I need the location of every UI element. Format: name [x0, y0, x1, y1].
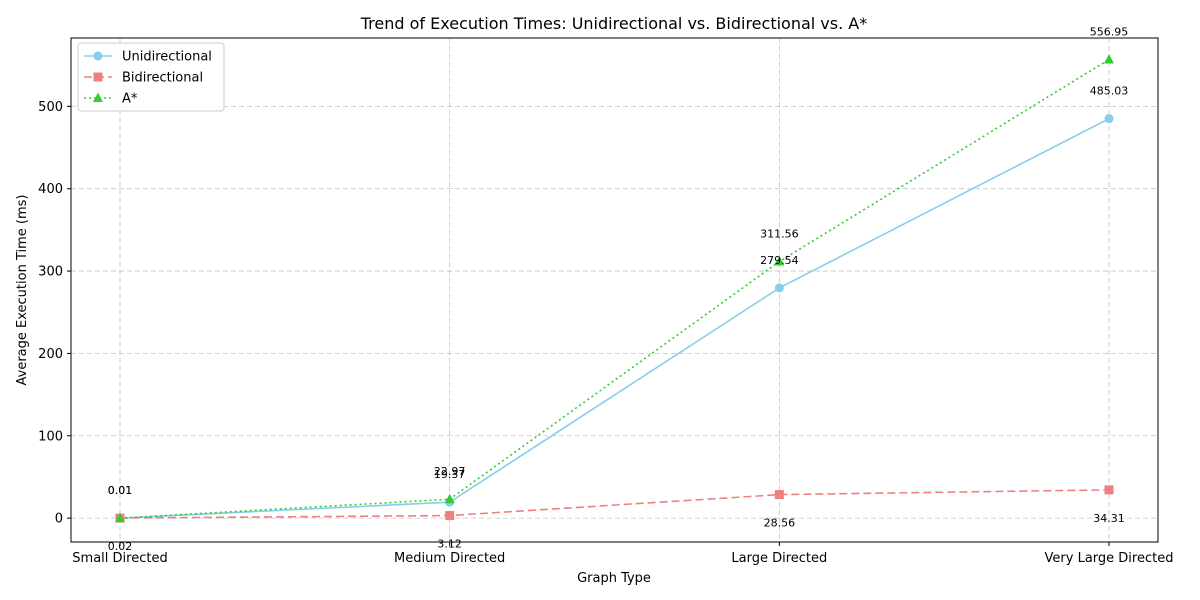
- data-point-a: [444, 493, 455, 504]
- data-label-unidirectional: 19.37: [434, 468, 466, 481]
- data-label-unidirectional: 279.54: [760, 254, 799, 267]
- data-point-a: [1104, 53, 1114, 64]
- y-tick-label: 200: [38, 347, 63, 362]
- series-bidirectional: [115, 485, 1114, 523]
- series-a: [115, 53, 1114, 523]
- y-tick-label: 400: [38, 182, 63, 197]
- legend-marker-bidirectional: [93, 72, 103, 82]
- data-point-unidirectional: [774, 283, 784, 293]
- y-tick-label: 100: [38, 429, 63, 444]
- x-tick-label: Medium Directed: [394, 551, 505, 566]
- series-unidirectional: [115, 114, 1114, 523]
- legend-label-bidirectional: Bidirectional: [122, 71, 203, 86]
- data-label-bidirectional: 28.56: [764, 517, 796, 530]
- x-tick-label: Very Large Directed: [1045, 551, 1174, 566]
- x-tick-label: Large Directed: [731, 551, 827, 566]
- data-label-a: 311.56: [760, 228, 799, 241]
- series-lines: [115, 53, 1114, 523]
- data-label-bidirectional: 34.31: [1093, 512, 1125, 525]
- grid-lines: [71, 38, 1158, 542]
- x-axis-label: Graph Type: [577, 571, 651, 586]
- series-line-bidirectional: [119, 489, 1110, 519]
- legend-label-a: A*: [122, 92, 138, 107]
- chart-title: Trend of Execution Times: Unidirectional…: [360, 14, 867, 33]
- legend-item-a: A*: [84, 92, 138, 107]
- series-line-a: [119, 58, 1110, 519]
- y-tick-label: 300: [38, 265, 63, 280]
- data-label-a: 556.95: [1090, 25, 1129, 38]
- data-point-a: [774, 256, 785, 266]
- data-point-bidirectional: [445, 511, 455, 521]
- legend: Unidirectional Bidirectional A*: [77, 42, 225, 112]
- data-point-a: [115, 512, 125, 523]
- data-label-a: 0.01: [108, 484, 133, 497]
- x-tick-label: Small Directed: [72, 551, 167, 566]
- y-tick-label: 500: [38, 100, 63, 115]
- series-line-unidirectional: [119, 117, 1110, 519]
- plot-frame: [70, 37, 1159, 543]
- y-axis-label: Average Execution Time (ms): [15, 195, 30, 386]
- legend-item-bidirectional: Bidirectional: [84, 71, 203, 86]
- data-label-bidirectional: 0.02: [108, 540, 133, 553]
- y-tick-label: 0: [55, 512, 63, 527]
- data-point-unidirectional: [1104, 114, 1114, 124]
- legend-marker-unidirectional: [93, 51, 103, 61]
- data-point-bidirectional: [774, 490, 784, 500]
- data-label-a: 22.97: [434, 465, 466, 478]
- legend-marker-a: [93, 92, 103, 102]
- data-label-unidirectional: 0.01: [108, 484, 133, 497]
- legend-label-unidirectional: Unidirectional: [122, 50, 212, 65]
- legend-item-unidirectional: Unidirectional: [84, 50, 212, 65]
- legend-box: [77, 42, 225, 112]
- axis-ticks: 0 100 200 300 400 500 Small Directed Medium Dir…: [38, 100, 1173, 566]
- data-label-unidirectional: 485.03: [1090, 85, 1129, 98]
- data-point-bidirectional: [1104, 485, 1114, 495]
